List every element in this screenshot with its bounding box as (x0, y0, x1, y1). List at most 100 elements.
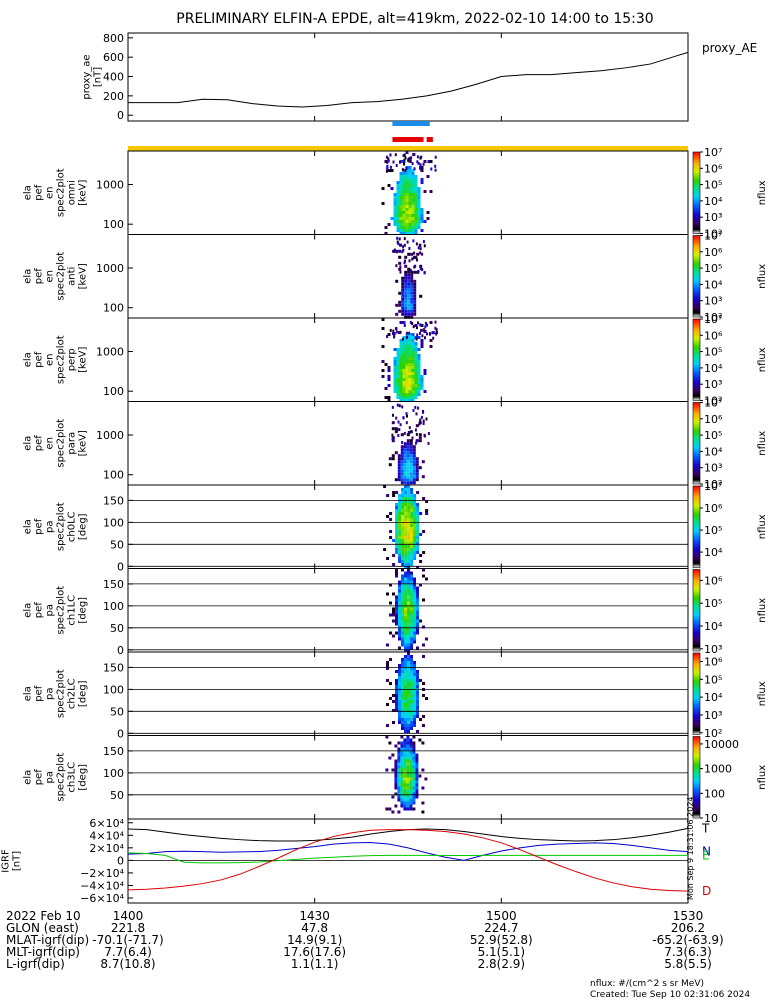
spec-en-perp-speckle (411, 322, 414, 325)
spec-pa-ch2LC-cell (413, 685, 416, 688)
spec-en-omni-cell (396, 199, 400, 202)
spec-pa-ch3LC-cell (409, 789, 413, 793)
spec-en-omni-cell (408, 190, 412, 193)
spec-en-perp-speckle (386, 335, 389, 338)
spec-en-anti-ylabel-line-3: spec2plot (56, 252, 67, 301)
spec-en-para-speckle (427, 441, 430, 445)
spec-pa-ch3LC-cell (400, 786, 404, 790)
spec-en-omni-cell (402, 190, 406, 193)
igrf-ylabel-line-1: [nT] (12, 851, 23, 871)
spec-en-para-cell (412, 478, 416, 482)
spec-pa-ch3LC-ztick-label-3: 10000 (704, 738, 739, 751)
spec-pa-ch0LC-cell (410, 506, 414, 509)
spec-pa-ch2LC-ztick-label-2: 10⁴ (704, 691, 723, 704)
spec-pa-ch0LC-ylabel-line-1: pef (34, 518, 45, 535)
spec-pa-ch1LC-cell (401, 583, 404, 587)
spec-en-omni-ytick-label-0: 100 (103, 218, 124, 231)
spec-en-omni-cell (414, 196, 418, 199)
orbit-row-4-value-3: 5.8(5.5) (664, 957, 712, 971)
spec-en-para-cell (397, 475, 401, 479)
spec-pa-ch1LC-cell (386, 643, 389, 647)
spec-en-anti-speckle (399, 270, 402, 274)
spec-en-omni-cell (411, 178, 415, 181)
spec-pa-ch3LC-cell (394, 780, 398, 784)
spec-en-perp-speckle (406, 335, 408, 339)
spec-en-omni-zlabel: nflux (757, 180, 768, 205)
spec-pa-ch3LC-ytick-label-0: 50 (110, 789, 124, 802)
spec-pa-ch0LC-cell (395, 491, 399, 494)
proxy-ae-ytick-label-3: 600 (103, 51, 124, 64)
spec-pa-ch3LC-cell (394, 765, 398, 769)
spec-pa-ch2LC-cell (398, 676, 401, 679)
spec-en-perp-cell (414, 381, 418, 384)
spec-pa-ch2LC-cell (401, 709, 404, 712)
orbit-row-3-value-1: 17.6(17.6) (283, 945, 346, 959)
spec-en-omni-cell (411, 229, 415, 232)
spec-en-perp-cell (387, 378, 391, 381)
spec-en-omni-cell (399, 196, 403, 199)
spec-pa-ch3LC-cell (415, 783, 419, 787)
spec-pa-ch1LC-cells (386, 568, 428, 653)
spec-pa-ch2LC-ylabel-line-2: pa (45, 688, 56, 700)
spec-pa-ch3LC-cell (400, 747, 404, 751)
spec-en-perp-cell (405, 348, 409, 351)
proxy-ae-ylabel-line-0: proxy_ae (82, 54, 93, 99)
spec-pa-ch2LC-cell (422, 724, 425, 727)
proxy-ae-series-line (128, 51, 689, 108)
spec-pa-ch3LC-cell (394, 777, 398, 781)
spec-en-anti-speckle (401, 250, 404, 254)
spec-en-anti-cell (404, 309, 408, 313)
spec-en-perp-cell (402, 342, 406, 345)
spec-pa-ch0LC-cell (410, 524, 414, 527)
spec-pa-ch1LC-cell (392, 613, 395, 617)
spec-pa-ch1LC-cell (407, 622, 410, 626)
spec-pa-ch1LC-cell (395, 601, 398, 605)
spec-pa-ch3LC-cell (406, 783, 410, 787)
spec-pa-ch1LC-cell (416, 589, 419, 593)
spec-pa-ch0LC-cell (407, 539, 411, 542)
spec-en-omni-speckle (417, 161, 420, 165)
spec-pa-ch3LC-cell (403, 753, 407, 757)
spec-pa-ch3LC-cell (403, 789, 407, 793)
spec-pa-ch3LC-cell (409, 777, 413, 781)
spec-en-omni-cell (405, 205, 409, 208)
spec-en-omni-speckle (401, 168, 404, 172)
spec-pa-ch2LC-cell (398, 679, 401, 682)
spec-pa-ch3LC-cell (415, 792, 419, 796)
spec-pa-ch2LC-cell (398, 685, 401, 688)
spec-pa-ch1LC-cell (422, 574, 425, 578)
spec-pa-ch2LC-ytick-label-0: 0 (117, 727, 124, 740)
spec-pa-ch0LC-cell (410, 548, 414, 551)
spec-en-perp-cell (399, 393, 403, 396)
spec-pa-ch0LC-ytick-label-0: 0 (117, 560, 124, 573)
spec-pa-ch3LC-cell (406, 786, 410, 790)
spec-pa-ch2LC-cell (395, 685, 398, 688)
spec-en-para-cell (406, 463, 410, 467)
spec-pa-ch1LC-cell (395, 574, 398, 578)
spec-pa-ch2LC-cell (407, 712, 410, 715)
spec-pa-ch1LC-cell (407, 610, 410, 614)
spec-pa-ch2LC-cell (401, 685, 404, 688)
spec-pa-ch3LC-cell (397, 798, 401, 802)
spec-pa-ch0LC-cell (398, 494, 402, 497)
spec-en-perp-cell (381, 345, 385, 348)
spec-pa-ch0LC-cell (416, 551, 420, 554)
spec-pa-ch2LC-cell (407, 679, 410, 682)
spec-en-perp-cell (387, 384, 391, 387)
spec-pa-ch2LC-cell (413, 697, 416, 700)
spec-en-perp-ylabel-line-2: en (45, 354, 56, 367)
spec-en-para-cell (406, 469, 410, 473)
spec-en-anti-cell (401, 279, 405, 283)
igrf-legend-E: E (702, 848, 710, 862)
spec-en-omni-cell (396, 208, 400, 211)
spec-pa-ch3LC-cell (403, 756, 407, 760)
spec-pa-ch0LC-cell (404, 545, 408, 548)
spec-en-perp-cell (414, 384, 418, 387)
spec-en-omni-cell (417, 187, 421, 190)
spec-en-omni-cell (399, 190, 403, 193)
spec-en-perp-cell (408, 363, 412, 366)
spec-pa-ch1LC-cell (407, 640, 410, 644)
spec-en-anti-ztick-label-4: 10⁶ (704, 246, 723, 259)
spec-en-anti-cell (398, 249, 402, 253)
